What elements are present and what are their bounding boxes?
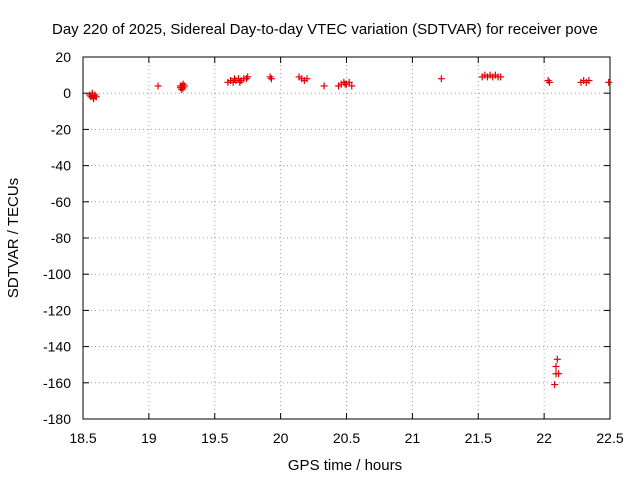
data-point — [585, 77, 593, 85]
x-tick-label: 19.5 — [201, 430, 228, 446]
data-point — [236, 78, 244, 86]
y-tick-label: -140 — [43, 339, 71, 355]
data-point — [231, 75, 239, 83]
x-tick-label: 21.5 — [465, 430, 492, 446]
x-axis-label: GPS time / hours — [288, 457, 402, 474]
chart-title: Day 220 of 2025, Sidereal Day-to-day VTE… — [52, 21, 598, 38]
x-tick-label: 22.5 — [596, 430, 623, 446]
y-tick-label: -40 — [51, 158, 71, 174]
data-point — [341, 80, 349, 88]
x-tick-label: 18.5 — [69, 430, 96, 446]
data-point — [437, 75, 445, 83]
x-tick-label: 19 — [141, 430, 157, 446]
x-axis-tick-labels: 18.5 19 19.5 20 20.5 21 21.5 22 22.5 — [69, 430, 623, 446]
y-tick-label: -160 — [43, 375, 71, 391]
y-axis-tick-labels: 20 0 -20 -40 -60 -80 -100 -120 -140 -160 -180 — [43, 49, 71, 427]
data-point — [552, 363, 560, 371]
y-tick-label: 0 — [63, 85, 71, 101]
x-tick-label: 21 — [405, 430, 421, 446]
axis-ticks — [82, 56, 611, 420]
y-tick-label: -180 — [43, 411, 71, 427]
x-tick-label: 20 — [273, 430, 289, 446]
data-point — [303, 75, 311, 83]
data-point — [605, 78, 613, 86]
data-point — [267, 75, 275, 83]
y-tick-label: -60 — [51, 194, 71, 210]
data-point — [348, 82, 356, 90]
grid-lines — [83, 57, 610, 419]
data-point — [553, 355, 561, 363]
y-tick-label: -100 — [43, 266, 71, 282]
y-tick-label: -20 — [51, 121, 71, 137]
y-tick-label: -80 — [51, 230, 71, 246]
y-axis-label: SDTVAR / TECUs — [5, 178, 22, 298]
data-point — [555, 370, 563, 378]
data-point — [320, 82, 328, 90]
data-points — [86, 71, 613, 389]
y-tick-label: -120 — [43, 302, 71, 318]
data-point — [551, 381, 559, 389]
data-point — [497, 73, 505, 81]
data-point — [90, 95, 98, 103]
data-point — [88, 91, 96, 99]
y-tick-label: 20 — [55, 49, 71, 65]
data-point — [545, 78, 553, 86]
data-point — [154, 82, 162, 90]
data-point — [244, 73, 252, 81]
data-point — [176, 82, 184, 90]
x-tick-label: 20.5 — [333, 430, 360, 446]
x-tick-label: 22 — [536, 430, 552, 446]
data-point — [345, 78, 353, 86]
